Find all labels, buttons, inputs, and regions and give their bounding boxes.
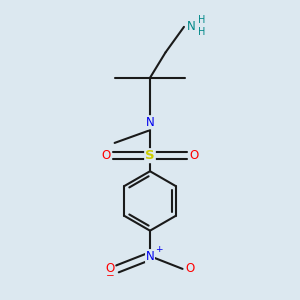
- Text: N: N: [146, 250, 154, 263]
- Text: H: H: [198, 15, 205, 25]
- Text: O: O: [190, 149, 199, 162]
- Text: N: N: [146, 116, 154, 129]
- Text: S: S: [145, 149, 155, 162]
- Text: O: O: [105, 262, 115, 275]
- Text: O: O: [101, 149, 110, 162]
- Text: H: H: [198, 27, 205, 37]
- Text: +: +: [155, 244, 162, 253]
- Text: −: −: [106, 271, 115, 281]
- Text: N: N: [187, 20, 196, 33]
- Text: O: O: [185, 262, 195, 275]
